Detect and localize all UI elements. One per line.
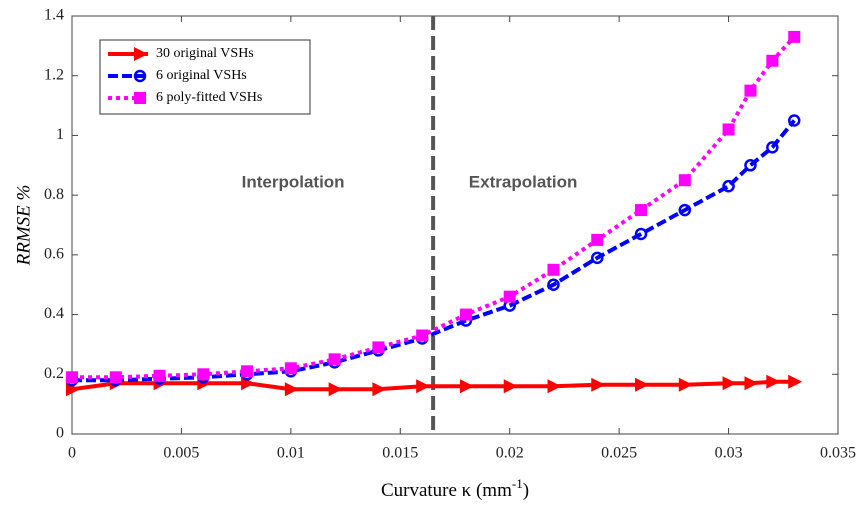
marker <box>547 379 562 394</box>
marker <box>547 263 560 276</box>
marker <box>284 362 297 375</box>
y-tick-label: 0 <box>56 425 64 442</box>
marker <box>416 379 431 394</box>
marker <box>678 174 691 187</box>
y-tick-label: 1 <box>56 126 64 143</box>
marker <box>787 114 801 127</box>
marker <box>744 376 759 391</box>
legend-label: 30 original VSHs <box>156 46 254 61</box>
y-axis-label: RRMSE % <box>13 185 34 267</box>
y-tick-label: 1.2 <box>44 66 64 83</box>
marker <box>547 278 560 291</box>
y-tick-label: 0.8 <box>44 186 64 203</box>
marker <box>788 374 803 389</box>
marker <box>459 308 472 321</box>
legend: 30 original VSHs 6 original VSHs 6 poly-fi… <box>99 39 311 115</box>
x-tick-label: 0.035 <box>820 445 856 462</box>
marker <box>722 376 737 391</box>
x-tick-label: 0.025 <box>601 445 637 462</box>
marker <box>328 353 341 366</box>
marker <box>328 382 343 397</box>
marker <box>634 227 648 241</box>
marker <box>678 203 692 217</box>
y-tick-label: 0.4 <box>44 305 64 322</box>
y-tick-label: 0.2 <box>44 365 64 382</box>
x-label-sup: -1 <box>512 476 523 491</box>
marker <box>459 379 474 394</box>
legend-label: 6 poly-fitted VSHs <box>156 90 262 105</box>
x-label-text: Curvature κ (mm <box>381 480 512 501</box>
marker <box>591 377 606 392</box>
marker <box>503 290 516 303</box>
marker <box>722 123 735 136</box>
annotation: Interpolation <box>242 173 345 192</box>
marker <box>591 233 604 246</box>
x-tick-label: 0.015 <box>382 445 418 462</box>
marker <box>416 329 429 342</box>
marker <box>766 374 781 389</box>
marker <box>635 377 650 392</box>
x-axis-label: Curvature κ (mm-1) <box>381 476 529 501</box>
marker <box>241 365 254 378</box>
marker <box>197 368 210 381</box>
marker <box>591 251 604 265</box>
y-tick-label: 1.4 <box>44 7 64 24</box>
marker <box>766 54 779 67</box>
y-tick-label: 0.6 <box>44 246 64 263</box>
marker <box>503 379 518 394</box>
marker <box>722 179 735 193</box>
legend-label: 6 original VSHs <box>156 68 247 83</box>
marker <box>284 382 299 397</box>
x-tick-label: 0.03 <box>715 445 743 462</box>
marker <box>788 30 801 43</box>
marker <box>744 84 757 97</box>
marker <box>66 371 78 384</box>
marker <box>766 141 779 154</box>
legend-marker <box>134 92 146 104</box>
marker <box>109 371 122 384</box>
legend-marker <box>134 47 148 61</box>
x-tick-label: 0 <box>68 445 76 462</box>
x-tick-label: 0.01 <box>277 445 305 462</box>
marker <box>372 341 385 354</box>
legend-marker <box>133 69 147 83</box>
marker <box>372 382 387 397</box>
marker <box>678 377 693 392</box>
x-tick-label: 0.02 <box>496 445 524 462</box>
annotation: Extrapolation <box>469 173 578 192</box>
marker <box>635 204 648 217</box>
x-label-suffix: ) <box>523 480 529 501</box>
x-tick-label: 0.005 <box>163 445 199 462</box>
marker <box>744 159 757 172</box>
marker <box>153 369 166 382</box>
